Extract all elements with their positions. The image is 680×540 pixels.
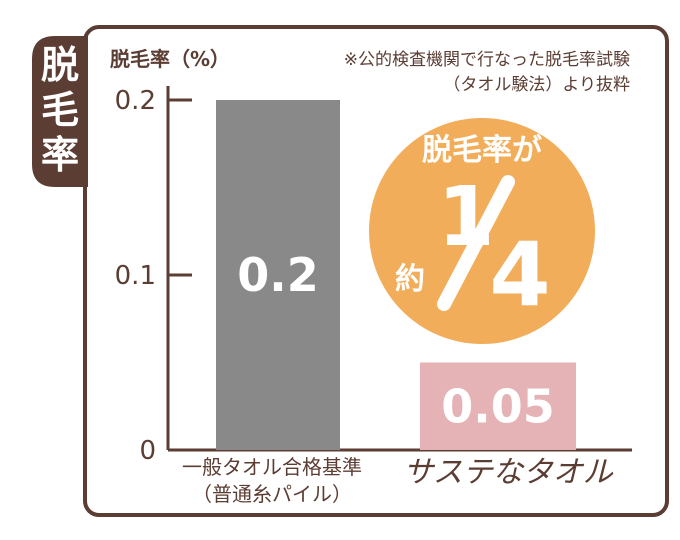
badge-slash — [437, 175, 515, 311]
bar-value-label: 0.05 — [441, 379, 555, 433]
badge-headline: 脱毛率が — [422, 133, 542, 168]
tab-background — [32, 36, 88, 187]
source-note-line-2: （タオル験法）より抜粋 — [443, 75, 630, 95]
y-tick-label: 0.2 — [115, 86, 156, 116]
y-tick-label: 0 — [139, 436, 156, 466]
x-category-label: 一般タオル合格基準 — [182, 455, 362, 479]
badge-denominator: 4 — [489, 223, 550, 326]
source-note-line-1: ※公的検査機関で行なった脱毛率試験 — [344, 50, 630, 70]
reduction-badge: 脱毛率が 約 1 4 — [369, 118, 595, 344]
tab-label-char: 毛 — [41, 88, 79, 132]
tab-label-char: 率 — [41, 133, 79, 177]
tab-label: 脱毛率 — [41, 43, 79, 177]
bar — [216, 100, 340, 450]
bar-value-label: 0.2 — [237, 248, 319, 302]
x-category-label: （普通糸パイル） — [192, 482, 352, 506]
x-category-label: サステなタオル — [403, 455, 613, 490]
bar — [420, 362, 576, 450]
y-tick-label: 0.1 — [115, 261, 156, 291]
badge-prefix: 約 — [395, 262, 425, 297]
tab-label-char: 脱 — [41, 43, 79, 87]
y-axis-label: 脱毛率（%） — [110, 47, 230, 71]
